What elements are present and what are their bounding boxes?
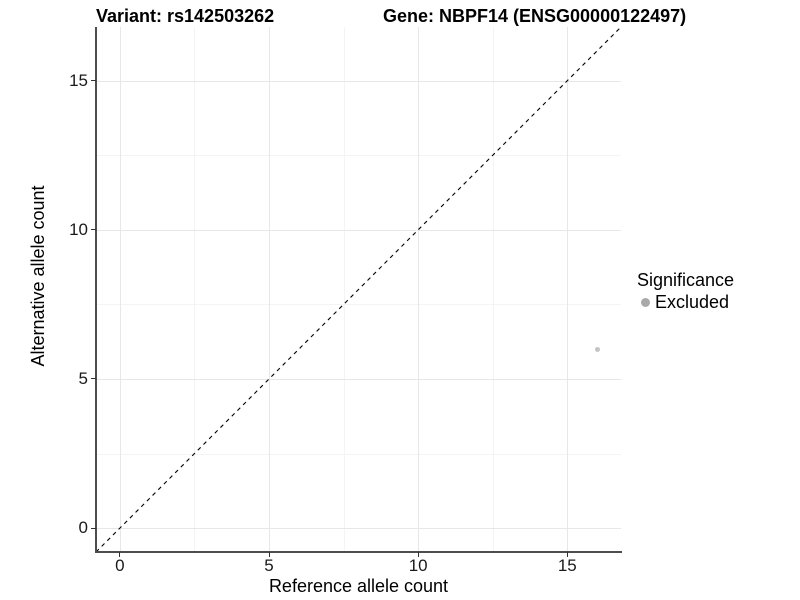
y-tick-label: 10 (69, 219, 88, 239)
data-point (594, 346, 600, 352)
x-axis-line (95, 551, 622, 553)
legend-title: Significance (637, 270, 735, 290)
identity-reference-line (95, 26, 622, 553)
y-tick-mark (91, 378, 96, 380)
y-tick-mark (91, 229, 96, 231)
y-tick-mark (91, 80, 96, 82)
y-tick-label: 15 (69, 70, 88, 90)
legend-item-label: Excluded (655, 292, 730, 312)
y-major-gridline (96, 229, 621, 231)
x-minor-gridline (492, 27, 494, 552)
y-tick-label: 0 (78, 518, 88, 538)
x-major-gridline (418, 27, 420, 552)
x-tick-label: 10 (408, 556, 428, 575)
x-minor-gridline (343, 27, 345, 552)
x-tick-mark (417, 552, 419, 557)
x-axis-title: Reference allele count (268, 576, 449, 596)
x-tick-mark (268, 552, 270, 557)
y-tick-label: 5 (78, 368, 88, 388)
y-axis-line (95, 27, 97, 553)
y-minor-gridline (96, 155, 621, 157)
legend-point-swatch (641, 297, 650, 307)
y-tick-mark (91, 527, 96, 529)
x-major-gridline (119, 27, 121, 552)
y-major-gridline (96, 378, 621, 380)
plot-title-gene: Gene: NBPF14 (ENSG00000122497) (383, 6, 687, 26)
x-tick-label: 0 (115, 556, 125, 575)
plot-title-variant: Variant: rs142503262 (96, 6, 275, 26)
y-major-gridline (96, 80, 621, 82)
legend: Significance Excluded (637, 269, 734, 313)
y-minor-gridline (96, 304, 621, 306)
x-major-gridline (269, 27, 270, 552)
x-tick-mark (119, 552, 121, 557)
legend-item-excluded: Excluded (637, 291, 734, 313)
x-tick-label: 15 (557, 556, 577, 575)
y-minor-gridline (96, 453, 621, 455)
x-major-gridline (567, 27, 569, 552)
x-tick-mark (566, 552, 568, 557)
x-minor-gridline (194, 27, 196, 552)
plot-panel (95, 26, 622, 553)
y-major-gridline (96, 528, 621, 530)
y-axis-title: Alternative allele count (28, 185, 48, 367)
x-tick-label: 5 (264, 556, 274, 575)
